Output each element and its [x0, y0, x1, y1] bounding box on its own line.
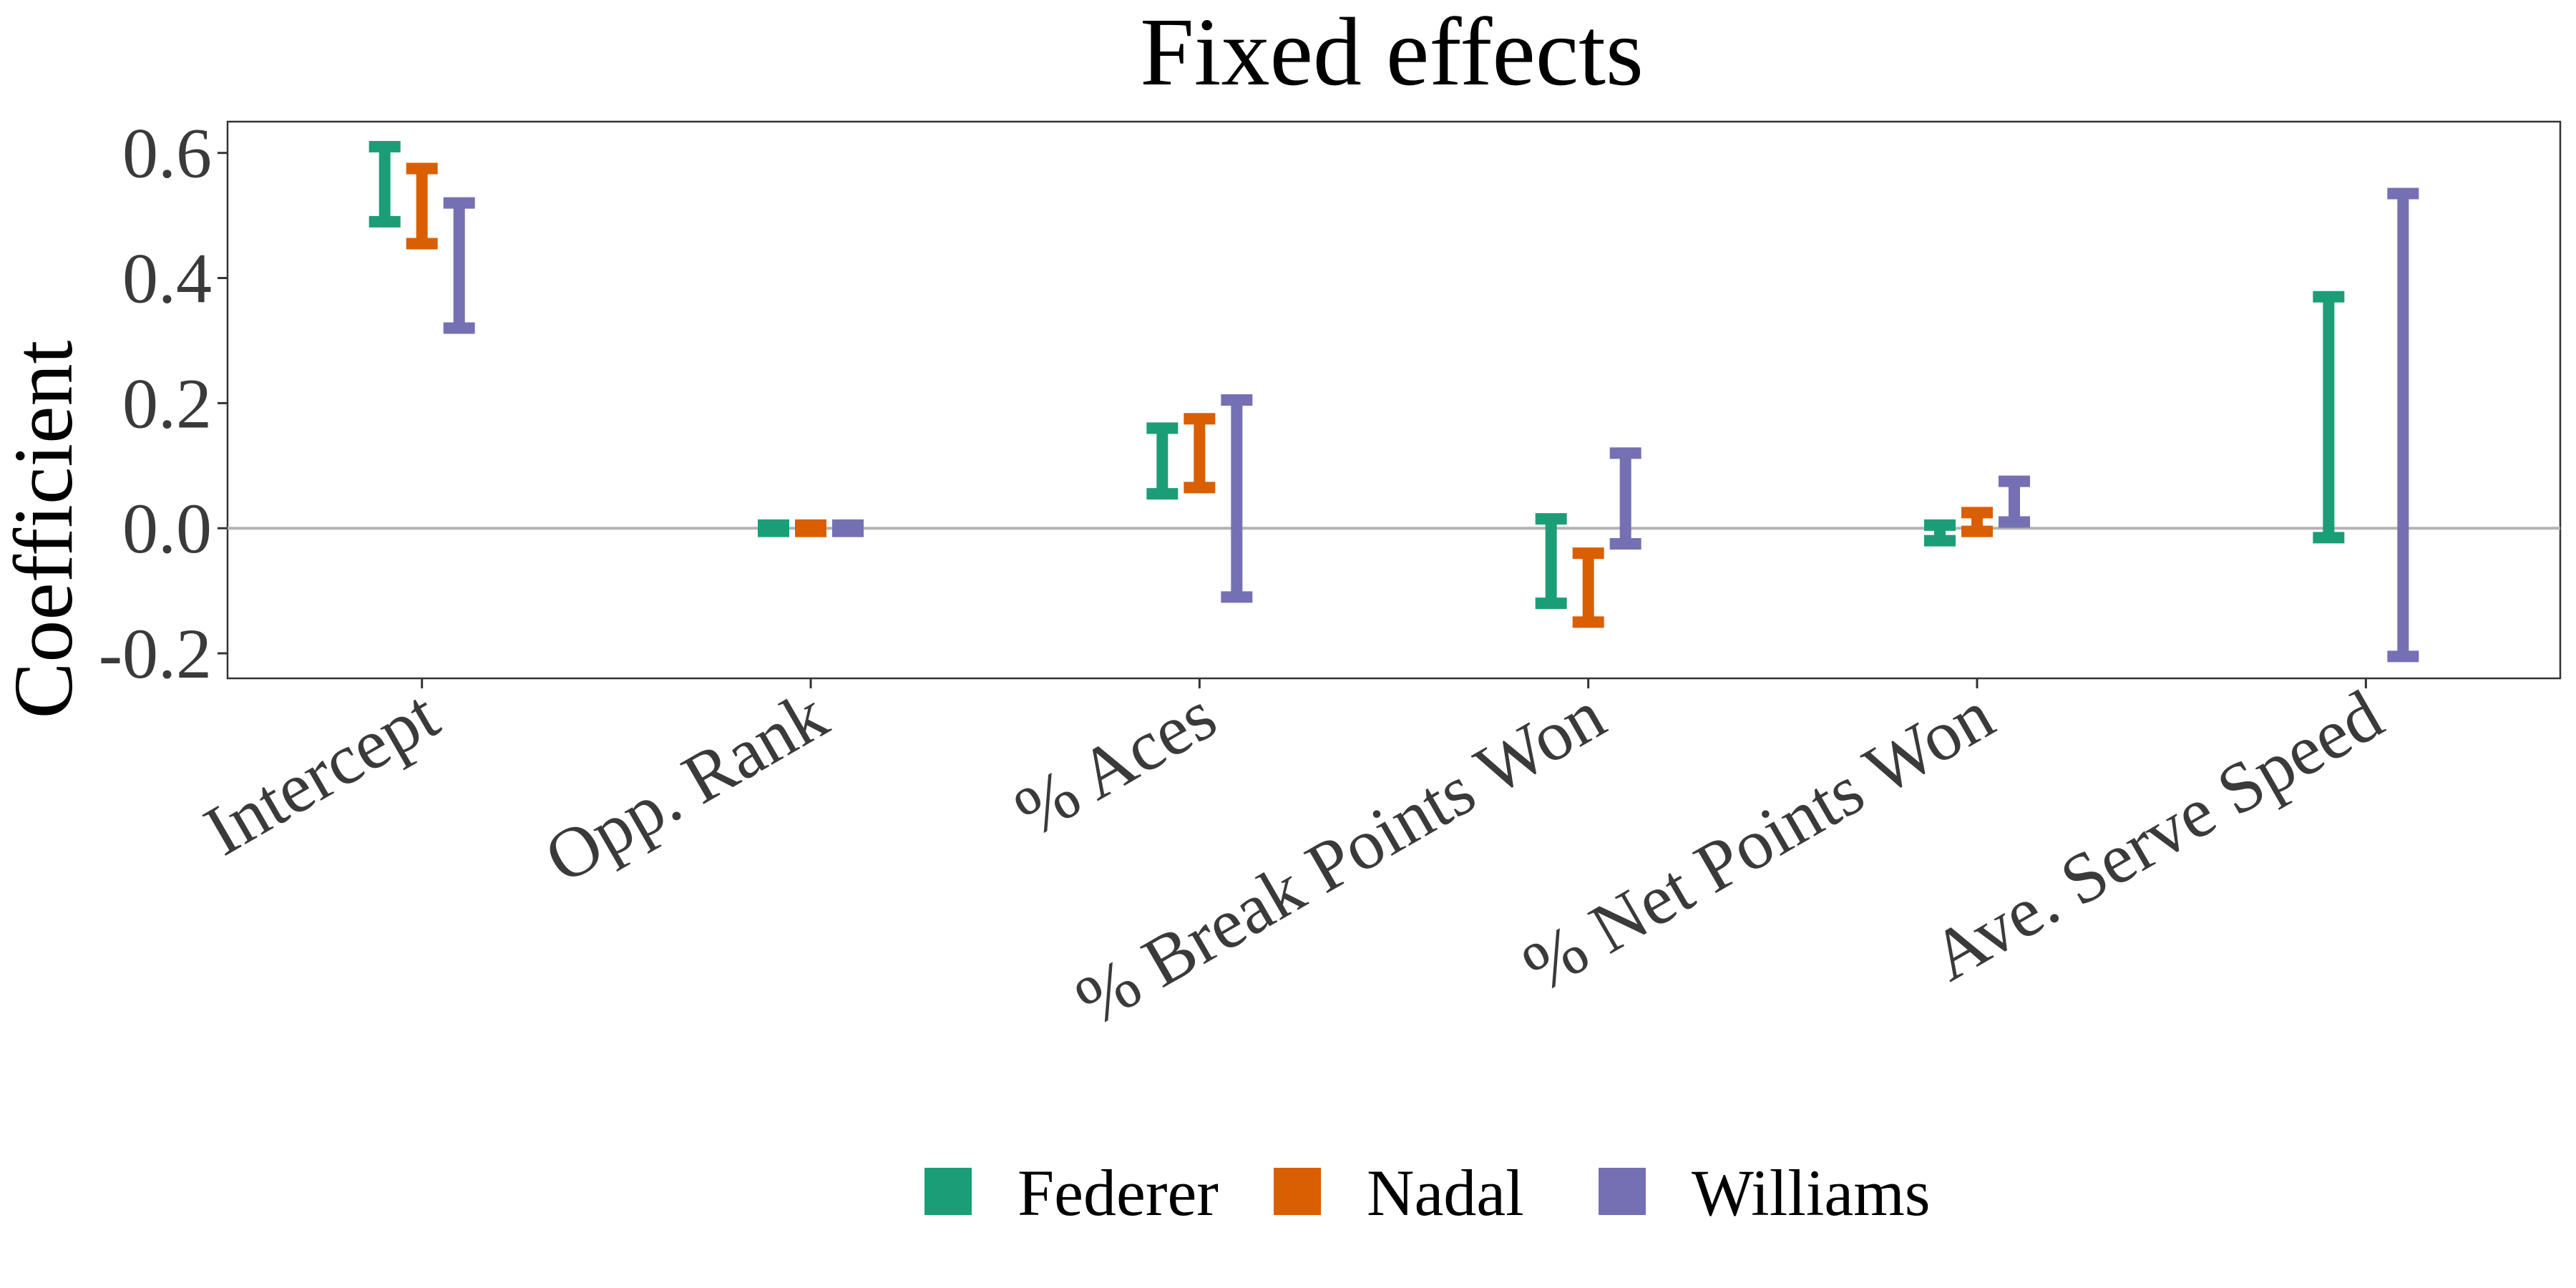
legend-swatch-williams	[1599, 1168, 1646, 1215]
errorbar-federer	[1924, 519, 1956, 547]
y-tick-label: 0.6	[122, 114, 212, 193]
errorbar-federer	[1146, 422, 1179, 500]
legend-label-nadal: Nadal	[1367, 1156, 1524, 1229]
errorbar-nadal	[406, 162, 438, 250]
errorbar-williams	[832, 519, 864, 537]
legend: Federer Nadal Williams	[924, 1156, 1931, 1229]
chart-title: Fixed effects	[1140, 0, 1644, 106]
errorbar-williams	[1221, 394, 1253, 603]
errorbar-federer	[2313, 291, 2345, 544]
errorbar-williams	[1609, 447, 1641, 550]
errorbar-williams	[2387, 187, 2419, 663]
plot-panel-border	[226, 120, 2562, 680]
errorbar-nadal	[1572, 547, 1604, 628]
errorbar-nadal	[1184, 413, 1216, 494]
y-tick-label: 0.4	[122, 239, 212, 318]
errorbar-williams	[1999, 475, 2030, 528]
errorbar-federer	[369, 140, 401, 228]
legend-swatch-nadal	[1274, 1168, 1321, 1215]
errorbar-nadal	[1961, 507, 1993, 537]
y-tick-label: 0.2	[122, 364, 212, 443]
errorbar-nadal	[795, 519, 826, 537]
errorbar-federer	[758, 519, 789, 537]
x-tick-label: Opp. Rank	[532, 675, 840, 899]
y-tick-label: 0.0	[122, 489, 212, 568]
x-tick-label: % Aces	[1002, 675, 1229, 852]
legend-swatch-federer	[924, 1168, 972, 1215]
x-tick-label: Intercept	[191, 675, 451, 871]
legend-label-williams: Williams	[1692, 1156, 1931, 1229]
y-tick-label: -0.2	[99, 614, 212, 693]
errorbar-williams	[443, 197, 475, 334]
y-axis-title: Coefficient	[0, 340, 90, 718]
legend-label-federer: Federer	[1018, 1156, 1219, 1229]
errorbar-federer	[1535, 513, 1567, 610]
